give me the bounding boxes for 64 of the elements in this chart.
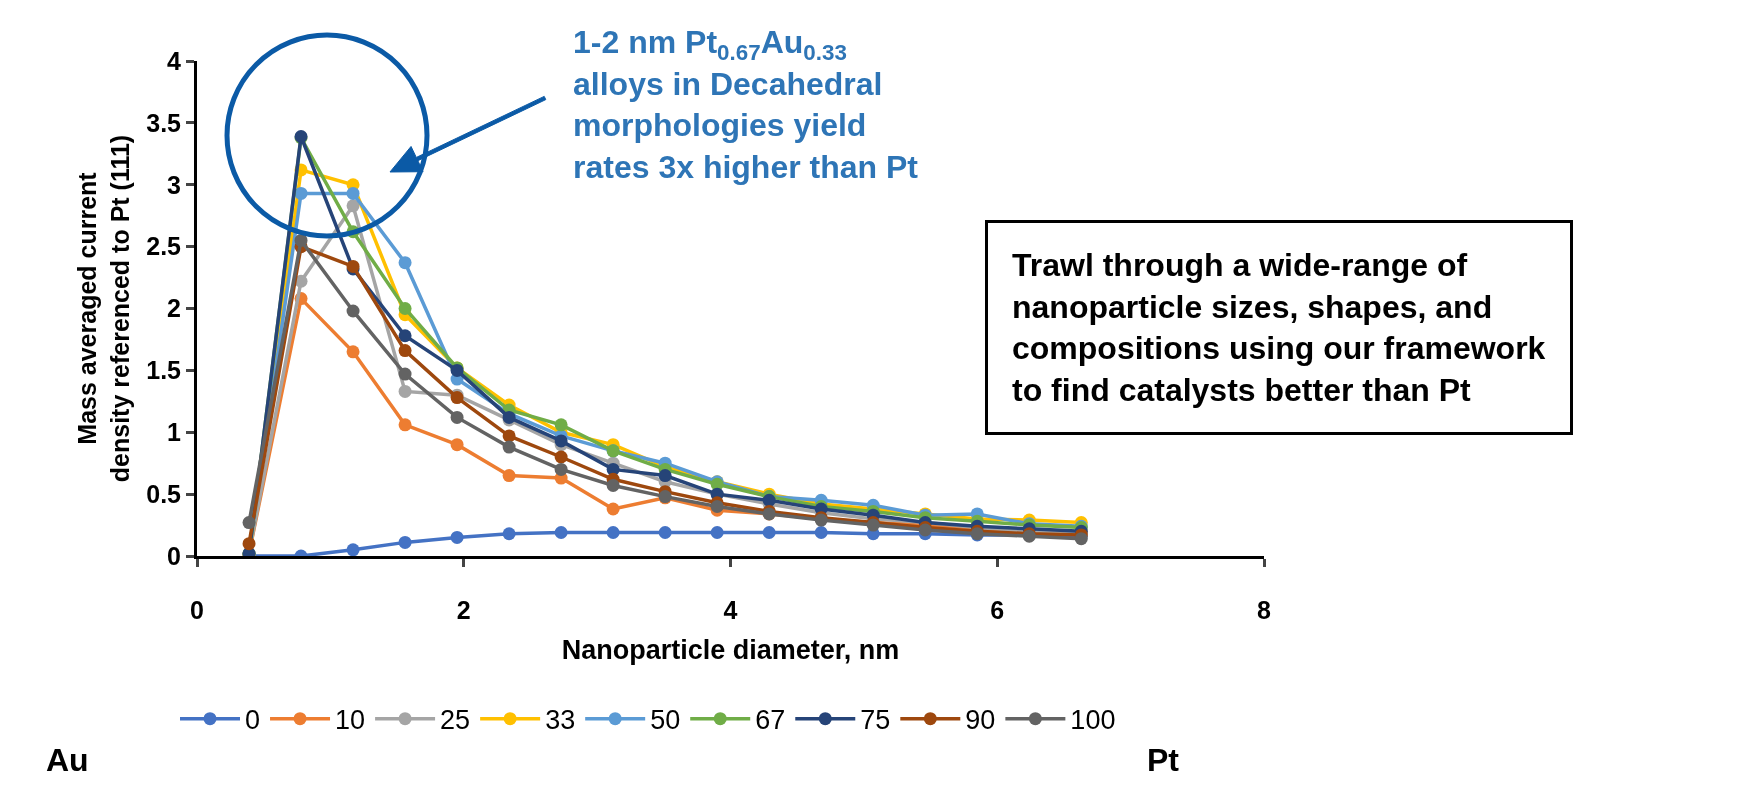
point — [346, 199, 360, 213]
legend-label: 0 — [245, 705, 261, 736]
x-tick-label: 2 — [456, 596, 471, 624]
x-tick-label: 8 — [1257, 596, 1272, 624]
legend-label: 67 — [755, 705, 786, 736]
y-tick-label: 1.5 — [146, 356, 182, 385]
x-tick-label: 0 — [190, 596, 204, 624]
y-tick-label: 0.5 — [146, 479, 182, 508]
point — [554, 450, 568, 464]
y-tick-label: 0 — [167, 541, 181, 570]
point — [450, 438, 464, 452]
y-tick-label: 2.5 — [146, 232, 182, 261]
point — [398, 535, 412, 549]
legend-label: 75 — [860, 705, 891, 736]
legend-label: 100 — [1070, 705, 1116, 736]
point — [398, 384, 412, 398]
point — [398, 344, 412, 358]
point — [346, 543, 360, 556]
point — [346, 304, 360, 318]
x-axis-title: Nanoparticle diameter, nm — [561, 635, 900, 666]
text: Pt — [1147, 742, 1180, 778]
x-tick-label: 6 — [990, 596, 1005, 624]
point — [606, 525, 620, 539]
point — [814, 525, 828, 539]
annotation: 1-2 nm Pt$_{0.67}$Au$_{0.33}$ alloys in Decahedral morphologies yield rates 3x higher than Pt — [573, 24, 919, 185]
point — [554, 525, 568, 539]
point — [710, 525, 724, 539]
point — [554, 462, 568, 476]
legend-label: 90 — [965, 705, 996, 736]
point — [502, 469, 516, 483]
point — [502, 440, 516, 454]
y-tick-label: 3 — [167, 170, 181, 199]
point — [398, 418, 412, 432]
legend-label: 33 — [545, 705, 576, 736]
y-axis-title: Mass averaged current density referenced to Pt (111) — [73, 134, 134, 483]
point — [606, 502, 620, 516]
legend-label: 10 — [335, 705, 366, 736]
point — [606, 478, 620, 492]
point — [242, 516, 256, 530]
point — [346, 186, 360, 200]
point — [398, 302, 412, 315]
point — [398, 367, 412, 381]
legend-label: 50 — [650, 705, 681, 736]
point — [762, 525, 776, 539]
annotation: Trawl through a wide-range of nanoparticle sizes, shapes, and compositions using our framework to find catalysts better than Pt — [1012, 247, 1546, 408]
text: Au — [46, 742, 89, 778]
point — [294, 233, 308, 247]
point — [450, 410, 464, 424]
point — [398, 256, 412, 270]
y-tick-label: 3.5 — [146, 108, 182, 137]
y-tick-label: 4 — [167, 46, 182, 75]
point — [710, 500, 724, 513]
point — [242, 537, 256, 551]
y-tick-label: 1 — [167, 418, 182, 446]
point — [502, 527, 516, 541]
point — [658, 525, 672, 539]
x-tick-label: 4 — [723, 596, 738, 624]
point — [450, 530, 464, 544]
point — [658, 469, 672, 483]
y-tick-label: 2 — [167, 294, 181, 323]
point — [346, 345, 360, 359]
point — [294, 186, 308, 200]
point — [398, 329, 412, 343]
legend-label: 25 — [440, 705, 471, 736]
